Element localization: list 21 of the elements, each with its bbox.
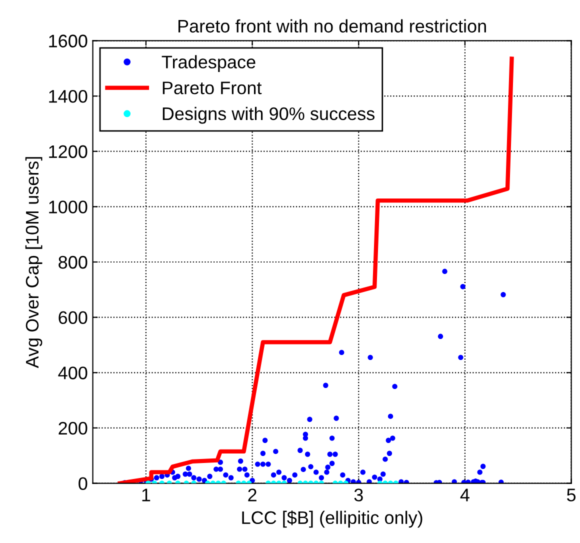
y-tick-label: 200 [58,422,88,435]
x-axis-title: LCC [$B] (ellipitic only) [242,510,422,528]
y-tick-label: 1600 [49,34,88,48]
x-tick-label: 4 [460,488,470,502]
y-tick-label: 600 [58,311,88,324]
y-tick-label: 1200 [49,145,88,158]
y-tick-label: 1400 [49,90,88,103]
legend-label: Tradespace [162,55,256,72]
y-tick-label: 0 [78,477,88,490]
y-axis-title: Avg Over Cap [10M users] [25,157,42,368]
y-tick-label: 1000 [49,200,88,214]
chart-title: Pareto front with no demand restriction [178,19,486,33]
line-series [118,56,514,484]
x-tick-label: 3 [354,488,363,502]
x-tick-label: 5 [567,488,576,502]
x-tick-label: 1 [142,488,150,502]
y-tick-label: 800 [58,256,88,269]
legend-label: Pareto Front [162,82,262,94]
legend-label: Designs with 90% success [162,106,375,124]
y-tick-label: 400 [58,366,88,380]
x-tick-label: 2 [248,488,256,502]
